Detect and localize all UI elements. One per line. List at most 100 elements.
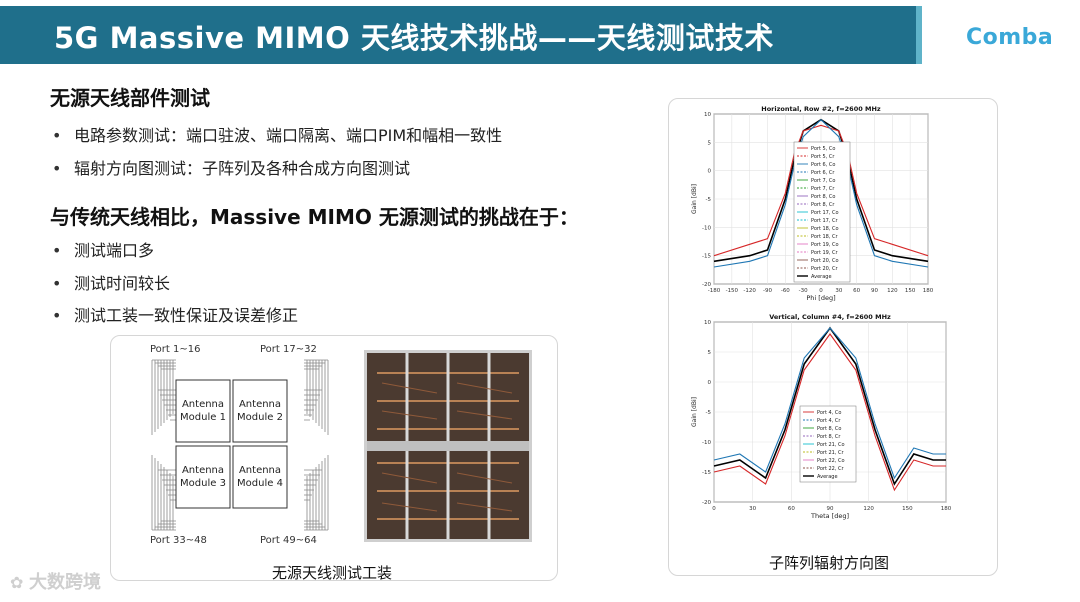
module-label: Antenna	[182, 465, 224, 476]
bullet-dot: •	[52, 159, 62, 178]
section2-bullet-2: • 测试时间较长	[52, 270, 170, 294]
horizontal-pattern-chart: -180 -150 -120 -90 -60 -30 0 30 60 90 120 150 180105…	[691, 105, 934, 302]
legend-label: Port 19, Cr	[811, 250, 839, 256]
fixture-photo-art	[367, 353, 529, 539]
legend-label: Port 22, Cr	[817, 466, 845, 472]
legend-label: Port 19, Co	[811, 242, 839, 248]
y-tick-label: -10	[702, 440, 711, 446]
legend-label: Port 21, Cr	[817, 450, 845, 456]
antenna-module-box	[175, 379, 231, 443]
bullet-text: 测试时间较长	[74, 274, 171, 293]
title-bar: 5G Massive MIMO 天线技术挑战——天线测试技术	[0, 6, 922, 64]
antenna-module-box	[232, 379, 288, 443]
series-line-port-5-co	[713, 124, 929, 257]
section2-bullet-3: • 测试工装一致性保证及误差修正	[52, 302, 298, 326]
bullet-text: 辐射方向图测试：子阵列及各种合成方向图测试	[74, 159, 411, 178]
comba-logo: Comba	[966, 25, 1054, 50]
legend-label: Port 8, Cr	[817, 434, 841, 440]
x-tick-label: 30	[835, 288, 842, 294]
y-tick-label: 5	[708, 140, 712, 146]
chart-title: Horizontal, Row #2, f=2600 MHz	[761, 105, 881, 113]
y-tick-label: 5	[708, 350, 712, 356]
series-line-port-8-co	[713, 327, 946, 480]
y-tick-label: -5	[706, 410, 712, 416]
section2-heading: 与传统天线相比，Massive MIMO 无源测试的挑战在于：	[50, 205, 579, 229]
y-tick-label: -20	[702, 282, 711, 288]
slide-title: 5G Massive MIMO 天线技术挑战——天线测试技术	[54, 21, 774, 55]
watermark: ✿ 大数跨境	[10, 568, 101, 594]
legend-label: Port 5, Co	[811, 146, 835, 152]
fixture-caption: 无源天线测试工装	[272, 564, 393, 582]
module-label: Antenna	[182, 399, 224, 410]
port-label: Port 49~64	[260, 535, 317, 546]
legend-label: Port 8, Cr	[811, 202, 835, 208]
bullet-dot: •	[52, 126, 62, 145]
cable-bundles	[151, 359, 329, 531]
y-tick-label: 10	[704, 320, 711, 326]
x-tick-label: 120	[863, 506, 874, 512]
section1-heading: 无源天线部件测试	[50, 86, 210, 110]
legend-label: Port 18, Co	[811, 226, 839, 232]
legend-label: Port 7, Co	[811, 178, 835, 184]
y-tick-label: -10	[702, 225, 711, 231]
antenna-module-box	[232, 445, 288, 509]
charts-caption: 子阵列辐射方向图	[769, 554, 890, 572]
legend-label: Port 22, Co	[817, 458, 845, 464]
watermark-icon: ✿	[10, 573, 29, 592]
port-label: Port 17~32	[260, 344, 317, 355]
legend-label: Port 5, Cr	[811, 154, 835, 160]
module-label: Module 1	[180, 412, 226, 423]
y-tick-label: -20	[702, 500, 711, 506]
legend-label: Port 6, Cr	[811, 170, 835, 176]
legend-label: Port 4, Cr	[817, 418, 841, 424]
x-tick-label: 180	[923, 288, 934, 294]
legend-label: Port 17, Co	[811, 210, 839, 216]
module-label: Antenna	[239, 465, 281, 476]
fixture-photo	[364, 350, 532, 542]
bullet-dot: •	[52, 241, 62, 260]
y-axis-label: Gain [dBi]	[691, 397, 698, 427]
x-tick-label: 90	[871, 288, 878, 294]
x-tick-label: -180	[708, 288, 721, 294]
x-tick-label: -60	[781, 288, 790, 294]
x-tick-label: 120	[887, 288, 898, 294]
x-tick-label: 0	[819, 288, 823, 294]
legend-label: Port 20, Cr	[811, 266, 839, 272]
legend-label: Port 6, Co	[811, 162, 835, 168]
legend-label: Port 17, Cr	[811, 218, 839, 224]
x-tick-label: 30	[749, 506, 756, 512]
legend-label: Port 8, Co	[817, 426, 841, 432]
legend-label: Port 20, Co	[811, 258, 839, 264]
x-tick-label: 0	[712, 506, 716, 512]
fixture-diagram: Port 1~16 Port 17~32 Port 33~48 Port 49~…	[150, 344, 329, 546]
port-label: Port 1~16	[150, 344, 200, 355]
module-label: Module 3	[180, 478, 226, 489]
bullet-text: 测试端口多	[74, 241, 155, 260]
module-label: Antenna	[239, 399, 281, 410]
x-tick-label: 180	[941, 506, 952, 512]
chart-title: Vertical, Column #4, f=2600 MHz	[769, 313, 891, 321]
legend-label: Port 21, Co	[817, 442, 845, 448]
legend-label: Port 8, Co	[811, 194, 835, 200]
series-line-port-6-co	[713, 118, 929, 268]
antenna-module-box	[175, 445, 231, 509]
x-axis-label: Phi [deg]	[806, 294, 835, 302]
y-tick-label: 0	[708, 169, 712, 175]
title-bar-accent	[916, 6, 922, 64]
legend-label: Port 4, Co	[817, 410, 841, 416]
y-axis-label: Gain [dBi]	[691, 184, 698, 214]
x-tick-label: 60	[788, 506, 795, 512]
x-tick-label: -150	[726, 288, 739, 294]
x-tick-label: 150	[902, 506, 913, 512]
x-tick-label: 150	[905, 288, 916, 294]
bullet-dot: •	[52, 274, 62, 293]
section1-bullet-2: • 辐射方向图测试：子阵列及各种合成方向图测试	[52, 155, 410, 179]
x-tick-label: -120	[743, 288, 756, 294]
x-tick-label: 90	[827, 506, 834, 512]
series-line-average	[713, 326, 946, 486]
bullet-dot: •	[52, 306, 62, 325]
vertical-pattern-chart: 0 30 60 90 120 150 180 10 5 0 -5 -10 -15 -20 Vertical,…	[691, 313, 952, 520]
watermark-text: 大数跨境	[28, 572, 101, 593]
bullet-text: 测试工装一致性保证及误差修正	[74, 306, 299, 325]
x-axis-label: Theta [deg]	[810, 512, 849, 520]
